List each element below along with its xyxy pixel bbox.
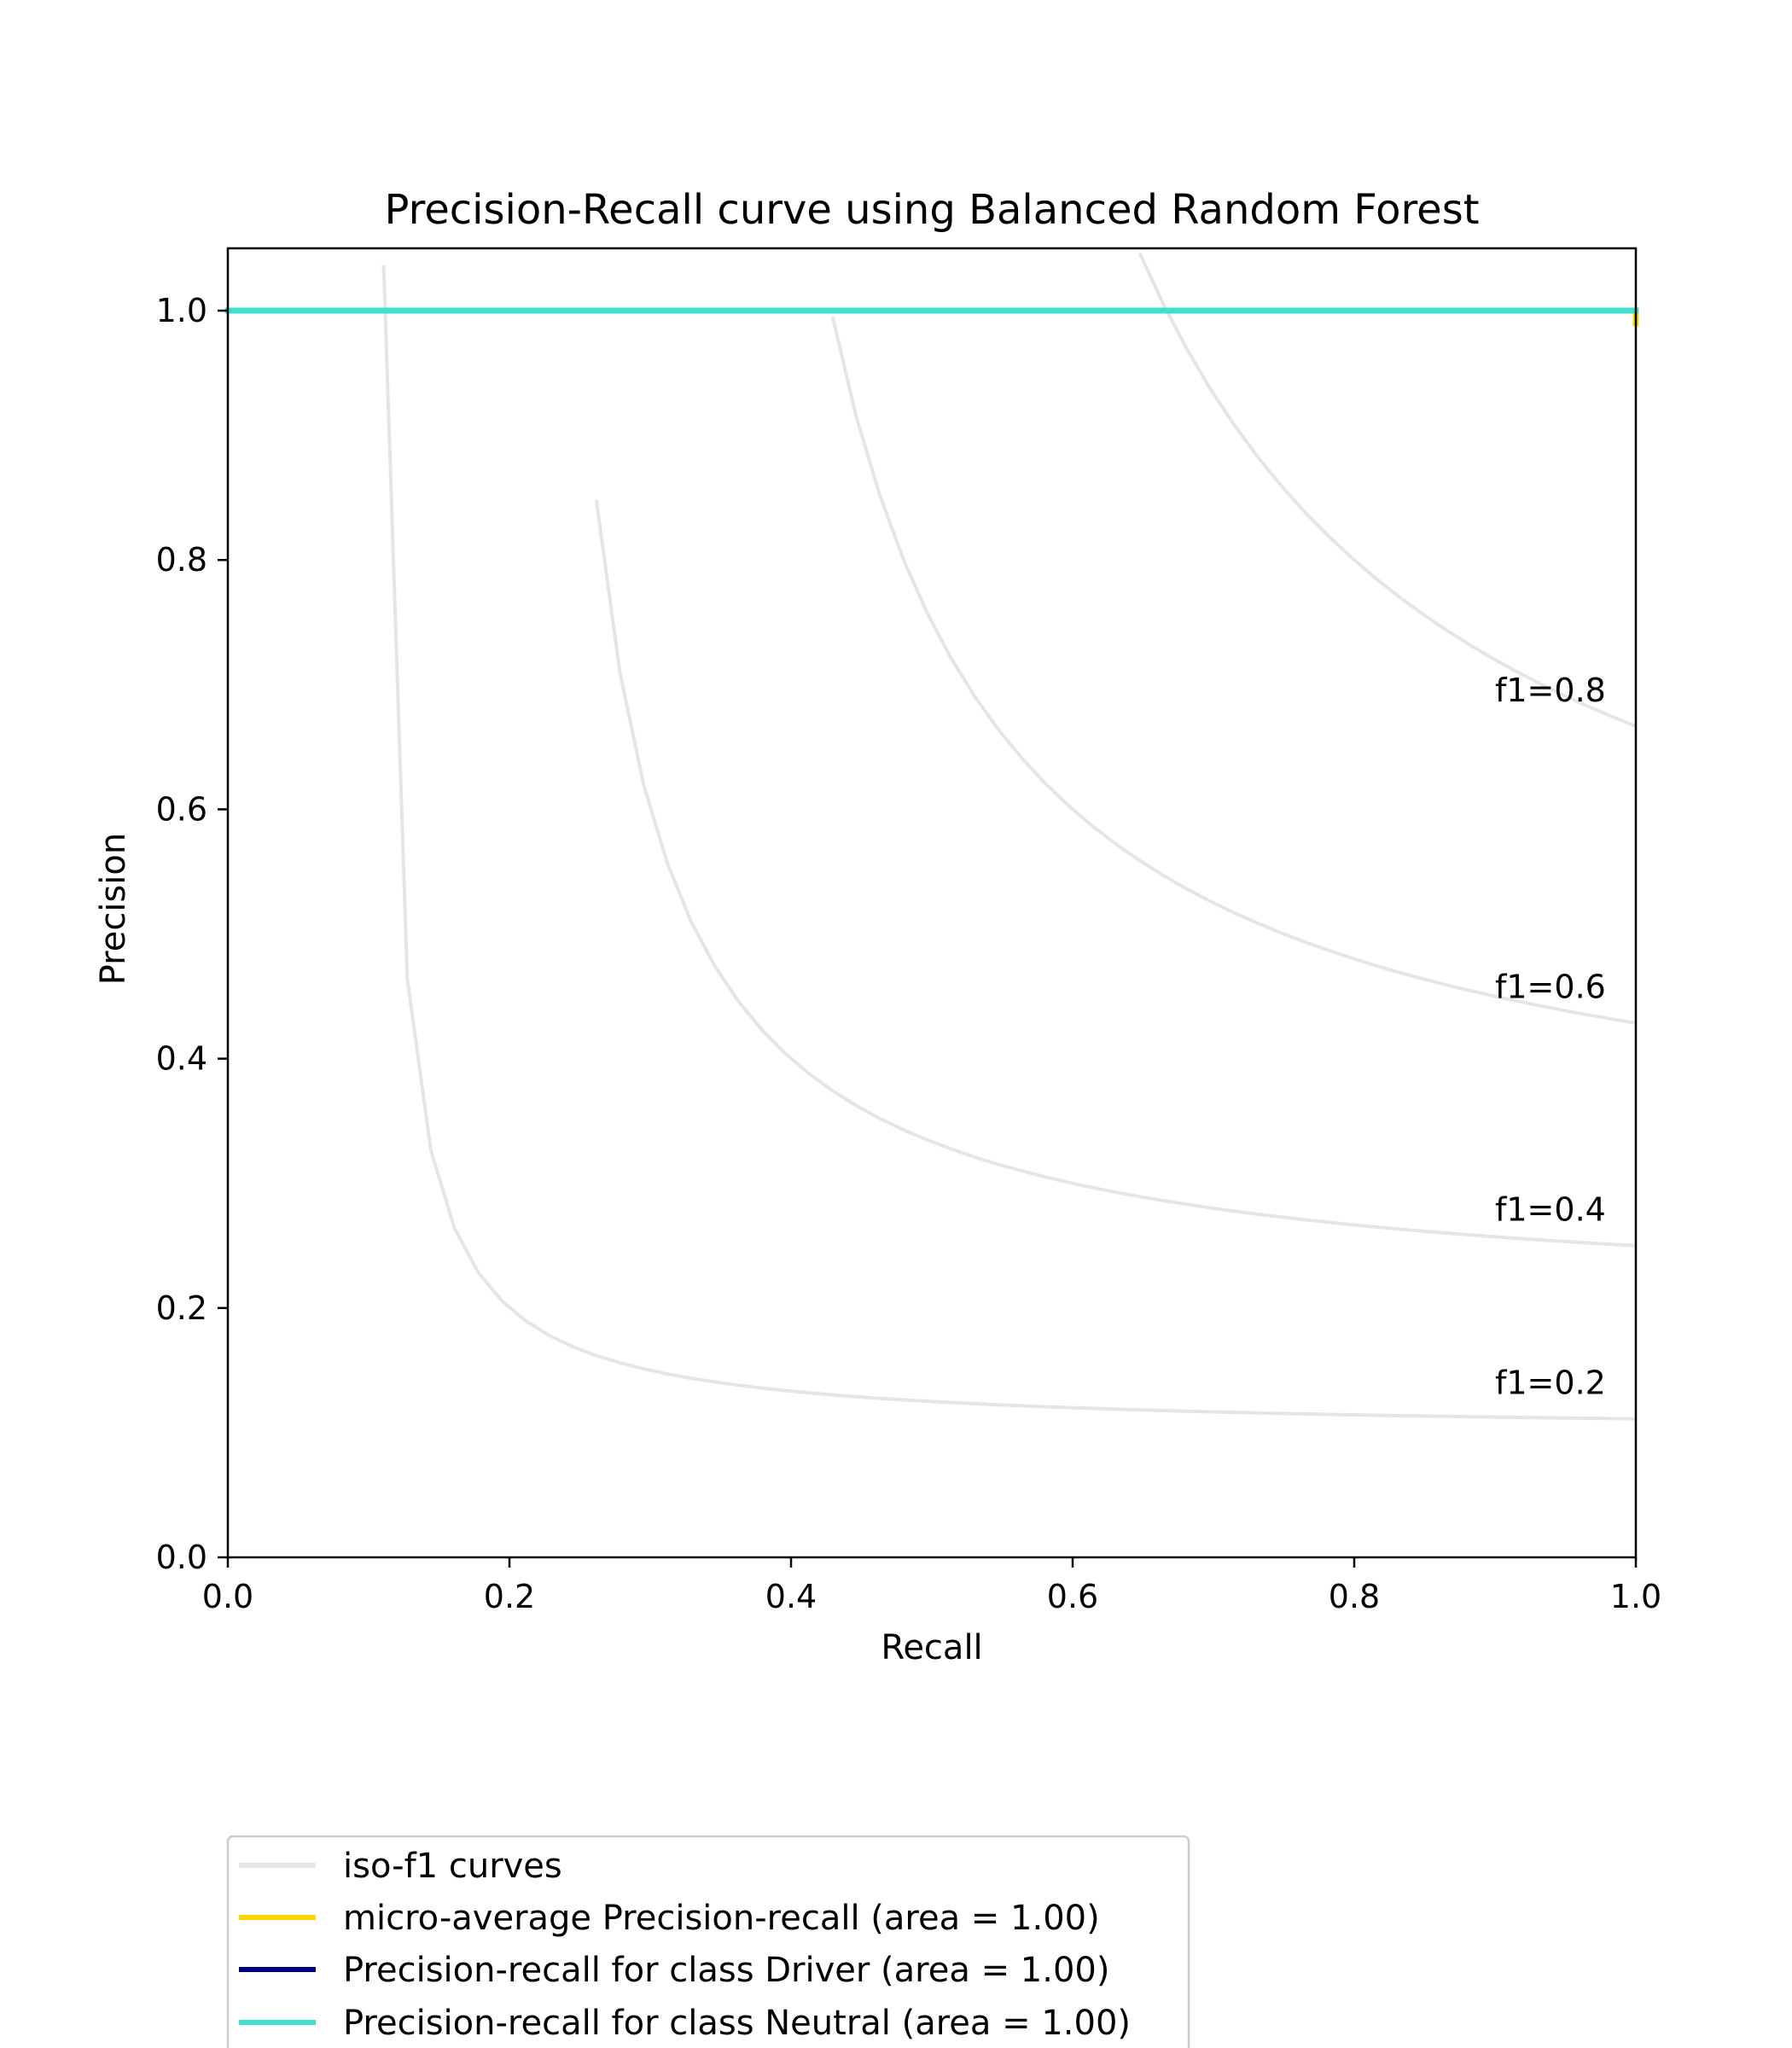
x-tick-label: 0.4	[765, 1578, 817, 1615]
y-tick-label: 1.0	[156, 292, 207, 329]
legend-label-class-neutral: Precision-recall for class Neutral (area…	[343, 2004, 1131, 2043]
y-axis-label: Precision	[94, 833, 133, 985]
legend: iso-f1 curves micro-average Precision-re…	[226, 1835, 1190, 2048]
legend-label-micro-average: micro-average Precision-recall (area = 1…	[343, 1899, 1100, 1938]
iso-f1-curve-0-8	[1137, 252, 1636, 728]
y-tick-label: 0.4	[156, 1040, 207, 1078]
iso-f1-label-0-8: f1=0.8	[1495, 672, 1606, 709]
iso-f1-curve-0-6	[830, 316, 1636, 1025]
y-tick-label: 0.0	[156, 1539, 207, 1576]
x-tick-label: 0.2	[484, 1578, 535, 1615]
chart-title: Precision-Recall curve using Balanced Ra…	[384, 186, 1479, 234]
x-tick-label: 0.6	[1047, 1578, 1098, 1615]
iso-f1-label-0-6: f1=0.6	[1495, 969, 1606, 1006]
x-tick-label: 0.8	[1329, 1578, 1380, 1615]
iso-f1-curve-0-4	[594, 499, 1636, 1248]
x-axis-label: Recall	[881, 1628, 982, 1667]
y-tick-label: 0.8	[156, 541, 207, 579]
legend-frame	[226, 1835, 1190, 2048]
legend-label-iso-f1: iso-f1 curves	[343, 1847, 562, 1886]
plot-area: f1=0.2 f1=0.4 f1=0.6 f1=0.8	[224, 247, 1639, 1559]
iso-f1-labels: f1=0.2 f1=0.4 f1=0.6 f1=0.8	[1495, 672, 1606, 1402]
x-axis-ticks: 0.0 0.2 0.4 0.6 0.8 1.0	[202, 1557, 1661, 1615]
x-tick-label: 1.0	[1610, 1578, 1661, 1615]
iso-f1-curves	[381, 252, 1636, 1421]
y-axis-ticks: 0.0 0.2 0.4 0.6 0.8 1.0	[156, 292, 228, 1576]
legend-label-class-driver: Precision-recall for class Driver (area …	[343, 1951, 1109, 1990]
iso-f1-label-0-2: f1=0.2	[1495, 1364, 1606, 1401]
plot-frame	[226, 247, 1638, 1559]
iso-f1-label-0-4: f1=0.4	[1495, 1191, 1606, 1229]
x-tick-label: 0.0	[202, 1578, 253, 1615]
y-tick-label: 0.6	[156, 790, 207, 828]
iso-f1-curve-0-2	[381, 265, 1636, 1421]
y-tick-label: 0.2	[156, 1289, 207, 1327]
